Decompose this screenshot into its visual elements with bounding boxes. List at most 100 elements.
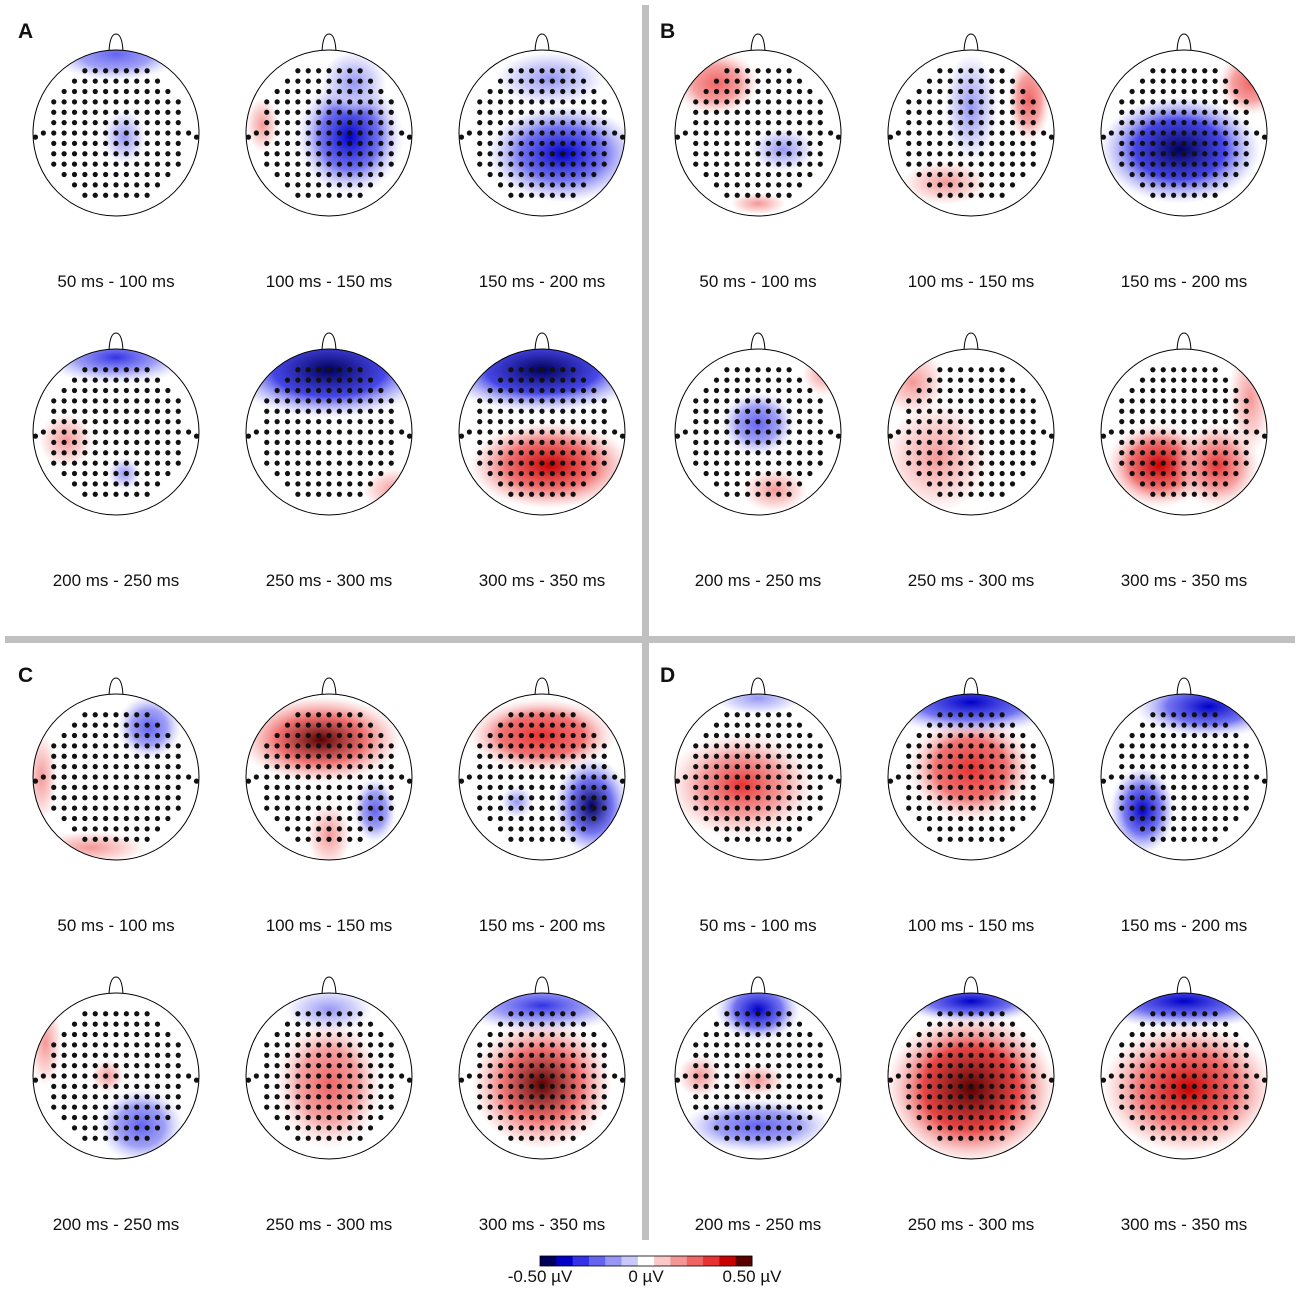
electrode: [508, 78, 514, 84]
electrode: [549, 109, 555, 115]
electrode: [703, 1042, 709, 1048]
electrode: [326, 439, 332, 445]
electrode: [305, 836, 311, 842]
electrode: [103, 732, 109, 739]
electrode: [388, 161, 394, 167]
electrode: [724, 1125, 730, 1131]
electrode: [518, 161, 524, 167]
electrode: [316, 732, 322, 739]
electrode: [144, 481, 150, 487]
electrode: [82, 805, 88, 811]
electrode: [295, 151, 301, 157]
electrode: [619, 1077, 626, 1083]
electrode: [713, 1114, 720, 1121]
electrode: [336, 764, 342, 770]
electrode: [916, 130, 922, 136]
electrode: [316, 151, 322, 157]
electrode: [1202, 99, 1208, 105]
electrode: [734, 161, 740, 167]
electrode: [1212, 712, 1218, 718]
electrode: [1030, 1042, 1036, 1048]
electrode: [144, 171, 150, 178]
electrode: [487, 171, 493, 178]
electrode: [570, 1135, 576, 1141]
electrode: [305, 78, 311, 84]
electrode: [336, 460, 342, 466]
electrode: [1171, 836, 1177, 842]
electrode: [734, 1021, 740, 1027]
blob: [944, 54, 998, 163]
electrode: [264, 439, 270, 445]
electrode: [1233, 732, 1239, 739]
electrode: [529, 491, 535, 497]
electrode: [518, 795, 524, 801]
electrode: [1129, 774, 1135, 780]
electrode: [508, 1125, 514, 1131]
time-label: 200 ms - 250 ms: [53, 571, 180, 590]
head-outline: [245, 348, 413, 516]
electrode: [518, 722, 524, 728]
electrode: [916, 815, 922, 822]
electrode: [92, 712, 98, 718]
electrode: [92, 140, 98, 146]
electrode: [165, 171, 171, 178]
electrode: [82, 784, 88, 790]
electrode: [518, 151, 524, 157]
electrode: [71, 1042, 78, 1048]
electrode: [347, 450, 353, 456]
electrode: [703, 784, 709, 790]
electrode: [817, 1073, 823, 1079]
electrode: [1202, 481, 1208, 487]
electrode: [295, 712, 301, 718]
electrode: [144, 387, 150, 394]
electrode: [1191, 419, 1197, 425]
electrode: [1150, 398, 1156, 404]
electrode: [817, 805, 823, 811]
electrode: [570, 481, 576, 487]
electrode: [61, 743, 67, 749]
electrode: [1202, 764, 1208, 770]
electrode: [1212, 377, 1218, 383]
electrode: [388, 743, 394, 749]
electrode: [406, 1077, 413, 1083]
electrode: [906, 109, 912, 115]
electrode: [745, 377, 751, 383]
electrode: [264, 774, 270, 780]
electrode: [926, 1063, 933, 1069]
electrode: [989, 712, 995, 718]
electrode: [755, 743, 761, 749]
electrode: [999, 192, 1005, 198]
electrode: [71, 130, 78, 136]
electrode: [1202, 429, 1208, 435]
electrode: [92, 732, 98, 739]
electrode: [958, 732, 964, 739]
electrode: [51, 450, 57, 456]
electrode: [264, 764, 270, 770]
electrode: [305, 182, 311, 188]
electrode: [529, 1021, 535, 1027]
electrode: [958, 753, 964, 759]
electrode: [926, 130, 933, 136]
electrode: [958, 795, 964, 801]
electrode: [326, 1042, 332, 1048]
electrode: [1181, 182, 1187, 188]
electrode: [61, 151, 67, 157]
electrode: [284, 377, 291, 383]
electrode: [703, 805, 709, 811]
electrode: [103, 460, 109, 466]
electrode: [926, 1073, 933, 1079]
electrode: [968, 151, 974, 157]
electrode: [978, 429, 984, 435]
electrode: [539, 795, 545, 801]
electrode: [968, 1011, 974, 1017]
electrode: [357, 439, 363, 445]
electrode: [755, 460, 761, 466]
electrode: [497, 815, 504, 822]
electrode: [477, 1042, 483, 1048]
electrode: [123, 1063, 129, 1069]
electrode: [123, 753, 129, 759]
electrode: [978, 109, 984, 115]
electrode: [1181, 826, 1187, 832]
electrode: [693, 140, 699, 146]
electrode: [113, 408, 119, 414]
